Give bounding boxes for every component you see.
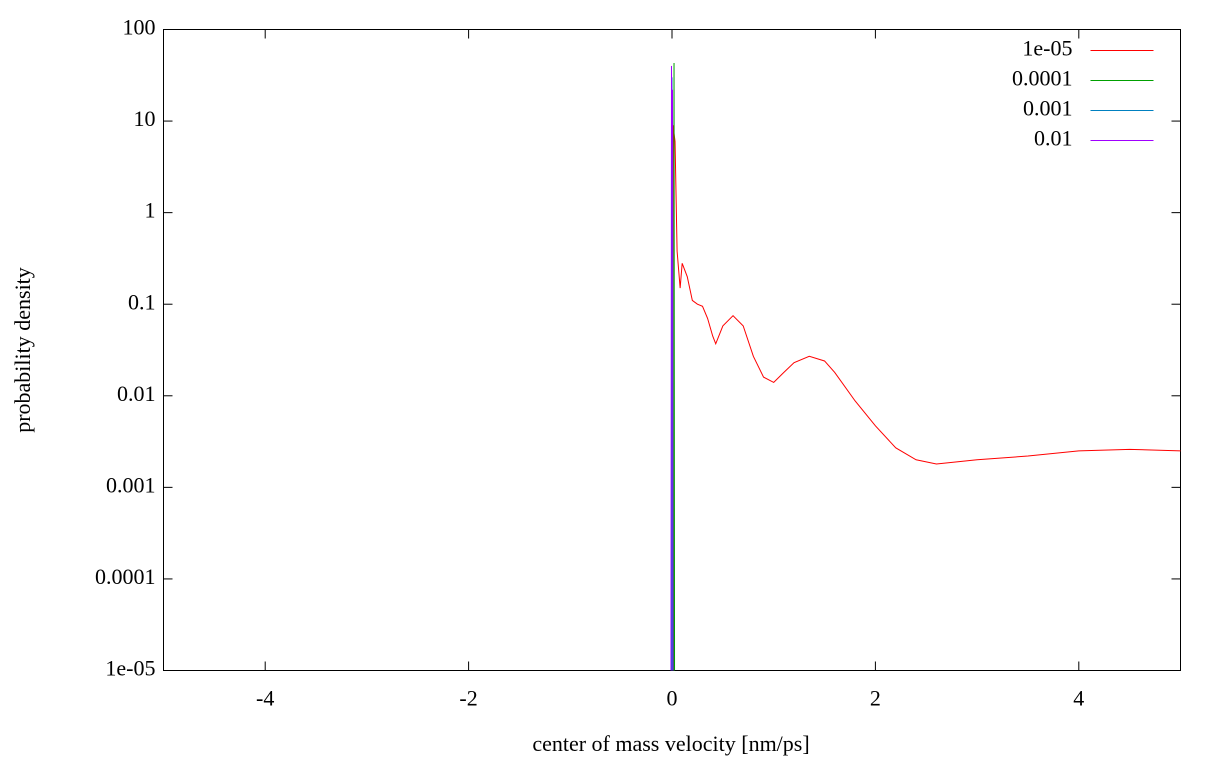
legend-label: 0.001 [1023,96,1073,121]
x-tick-label: -4 [256,686,274,711]
y-axis-label: probability density [10,267,35,433]
y-tick-label: 1e-05 [105,656,155,681]
x-tick-label: 4 [1073,686,1084,711]
x-tick-label: 2 [870,686,881,711]
legend-label: 0.01 [1034,126,1073,151]
y-tick-label: 0.1 [128,289,156,314]
legend-label: 0.0001 [1012,66,1073,91]
x-tick-label: 0 [667,686,678,711]
y-tick-label: 1 [145,198,156,223]
y-tick-label: 10 [134,106,156,131]
series-line [673,63,676,671]
y-tick-label: 0.001 [106,472,156,497]
y-tick-label: 100 [123,15,156,40]
series-line [670,65,674,671]
series-line [671,125,1181,671]
x-tick-label: -2 [459,686,477,711]
y-tick-label: 0.0001 [95,564,156,589]
y-tick-label: 0.01 [117,381,156,406]
x-axis-label: center of mass velocity [nm/ps] [532,731,809,756]
legend-label: 1e-05 [1022,36,1072,61]
